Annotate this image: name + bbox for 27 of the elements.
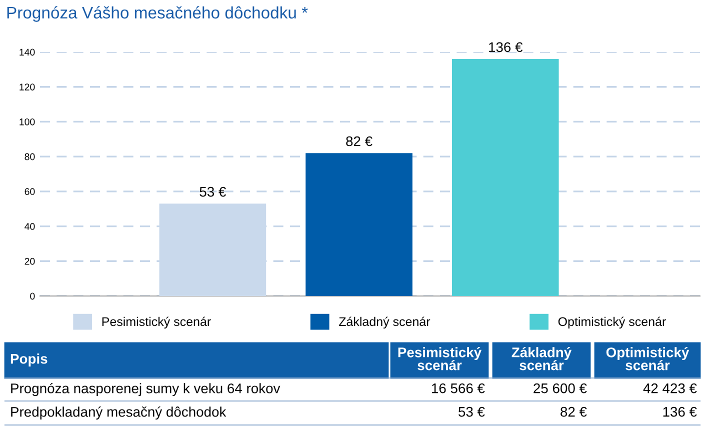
text: Popis — [10, 354, 48, 366]
data-label: 136 € — [489, 42, 523, 52]
y-tick-label: 80 — [24, 153, 35, 160]
text: 25 600 € — [534, 383, 587, 394]
text: Predpokladaný mesačný dôchodok — [11, 406, 226, 420]
text: Optimistický scenár — [606, 346, 690, 370]
y-tick-label: 100 — [20, 118, 35, 126]
legend-label: Pesimistický scenár — [102, 316, 211, 329]
y-tick-label: 20 — [24, 258, 35, 265]
y-tick-label: 60 — [24, 188, 35, 196]
text: 136 € — [663, 406, 697, 417]
legend-label: Optimistický scenár — [558, 316, 666, 329]
text: 82 € — [560, 406, 587, 417]
data-label: 82 € — [346, 136, 372, 146]
y-tick-label: 120 — [20, 84, 35, 90]
chart-title: Prognóza Vášho mesačného dôchodku * — [7, 6, 308, 22]
y-tick-label: 140 — [20, 48, 35, 56]
text: Základný scenár — [512, 346, 572, 370]
text: Pesimistický scenár — [398, 346, 482, 370]
legend-label: Základný scenár — [338, 316, 430, 329]
y-tick-label: 40 — [24, 223, 35, 230]
text: 42 423 € — [643, 383, 697, 394]
text: 53 € — [458, 406, 485, 417]
text: 16 566 € — [432, 383, 485, 394]
text: Prognóza nasporenej sumy k veku 64 rokov — [11, 382, 280, 396]
data-label: 53 € — [200, 186, 226, 197]
y-tick-label: 0 — [30, 292, 35, 300]
